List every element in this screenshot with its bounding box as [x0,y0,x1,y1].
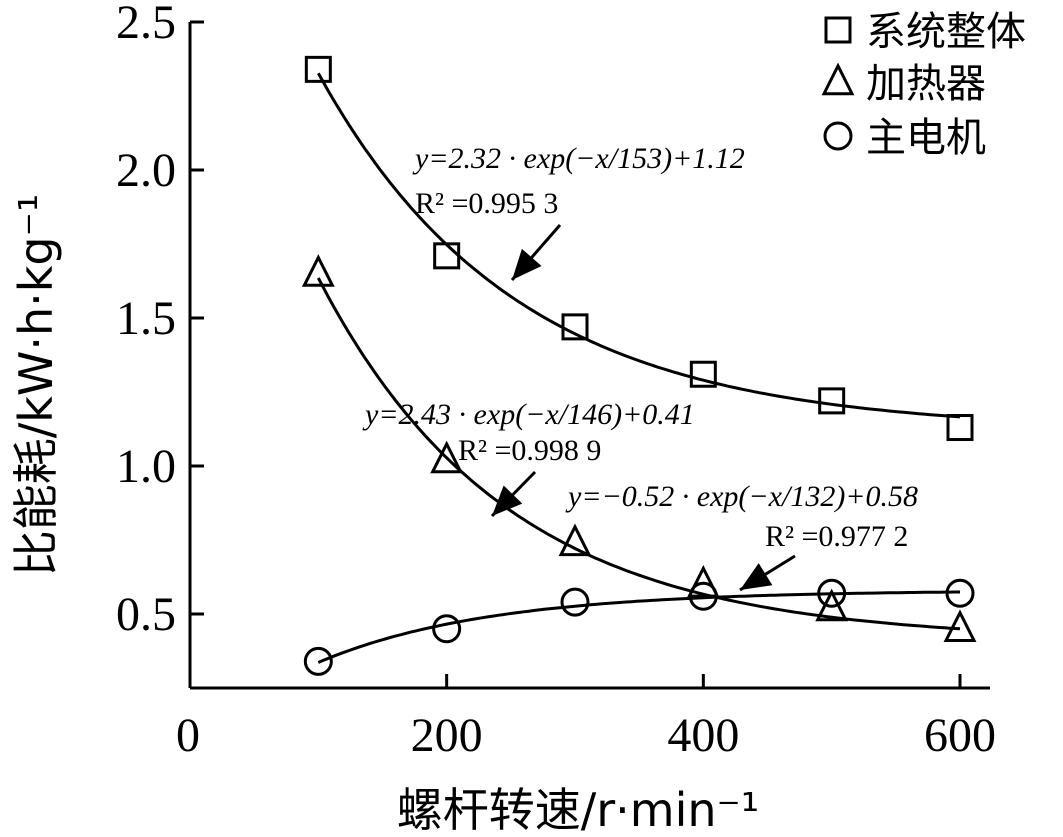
legend-label: 主电机 [866,115,986,161]
y-tick-label: 1.0 [116,440,176,493]
y-tick-label: 2.5 [116,0,176,49]
legend-label: 加热器 [866,61,986,107]
r-squared-1: R² =0.998 9 [458,434,601,467]
point-circle-5 [945,578,975,608]
point-circle-1 [432,614,462,644]
data-markers [301,55,977,676]
point-square-0 [304,55,332,83]
x-tick-label: 200 [411,709,483,762]
fit-curve-0 [316,72,961,419]
point-triangle-5 [943,609,977,642]
point-triangle-3 [686,564,720,598]
point-circle-2 [560,587,590,617]
r-squared-0: R² =0.995 3 [415,187,558,220]
x-axis-title: 螺杆转速/r·min⁻¹ [397,783,760,837]
point-square-2 [561,313,589,341]
y-tick-label: 2.0 [116,144,176,197]
arrow-head-2 [740,563,773,590]
fit-curve-2 [317,590,960,664]
point-circle-0 [303,646,333,676]
point-triangle-2 [558,523,592,557]
x-tick-label: 0 [176,709,200,762]
point-square-5 [946,414,974,442]
fit-equation-2: y=−0.52 · exp(−x/132)+0.58 [565,480,918,513]
axes: 0.5 1.0 1.5 2.0 2.5 0 200 400 600 螺杆转速/r·min⁻¹ 比能耗… [9,0,996,837]
annotations: y=2.32 · exp(−x/153)+1.12 R² =0.995 3 y=2.… [362,142,918,592]
point-triangle-0 [301,254,335,287]
point-square-3 [689,360,717,388]
legend-label: 系统整体 [866,9,1026,55]
y-tick-label: 0.5 [116,588,176,641]
legend-triangle-marker [821,62,855,96]
x-tick-label: 400 [667,709,739,762]
point-square-1 [433,242,461,270]
point-square-4 [818,387,846,415]
legend-square-marker [824,16,852,44]
point-triangle-1 [430,440,464,474]
arrow-head-0 [512,248,542,280]
point-circle-4 [817,578,847,608]
legend-circle-marker [823,121,853,151]
r-squared-2: R² =0.977 2 [765,520,908,553]
fit-equation-1: y=2.43 · exp(−x/146)+0.41 [362,398,695,431]
fit-equation-0: y=2.32 · exp(−x/153)+1.12 [412,142,745,175]
arrow-head-1 [492,485,523,516]
fit-curve-1 [316,277,961,631]
y-axis-title: 比能耗/kW·h·kg⁻¹ [9,194,63,577]
fit-curves [316,72,961,664]
point-circle-3 [688,581,718,611]
y-tick-label: 1.5 [116,292,176,345]
x-tick-label: 600 [924,709,996,762]
